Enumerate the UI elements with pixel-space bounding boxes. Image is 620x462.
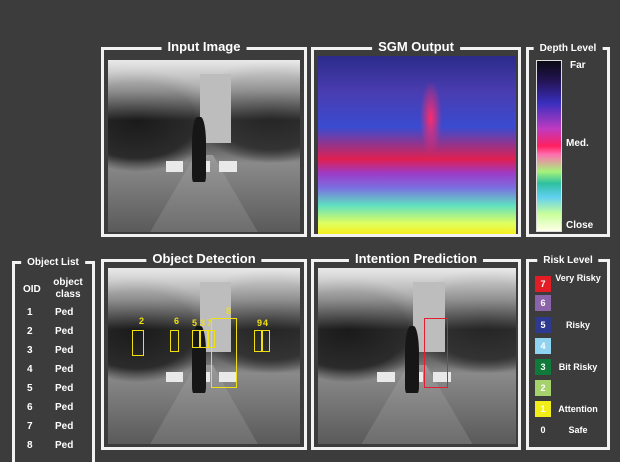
detection-id: 7 <box>207 318 213 328</box>
list-item-oid: 3 <box>27 345 33 356</box>
detection-id: 8 <box>226 306 232 316</box>
depth-far-label: Far <box>570 60 586 71</box>
list-item-oid: 8 <box>27 440 33 451</box>
depth-med-label: Med. <box>566 138 589 149</box>
object-class-header: object class <box>53 277 83 300</box>
risk-level-title: Risk Level <box>537 254 599 268</box>
detection-box <box>170 330 179 352</box>
detection-box <box>254 330 262 352</box>
list-item-oid: 2 <box>27 326 33 337</box>
risk-level-4-swatch: 4 <box>535 338 551 354</box>
list-item-class: Ped <box>55 421 74 432</box>
list-item-oid: 6 <box>27 402 33 413</box>
detection-box <box>200 330 208 348</box>
sgm-output-title: SGM Output <box>372 40 460 54</box>
list-item-class: Ped <box>55 383 74 394</box>
detection-id: 3 <box>200 318 206 328</box>
detection-id: 9 <box>257 318 263 328</box>
object-list-title: Object List <box>21 256 85 270</box>
oid-header: OID <box>23 284 41 295</box>
detection-box <box>211 318 237 388</box>
detection-box <box>132 330 144 356</box>
list-item-class: Ped <box>55 307 74 318</box>
detection-id: 6 <box>174 316 180 326</box>
detection-id: 4 <box>263 318 269 328</box>
object-detection-title: Object Detection <box>146 252 262 266</box>
risk-level-5-swatch: 5 <box>535 317 551 333</box>
list-item-class: Ped <box>55 402 74 413</box>
detection-id: 5 <box>192 318 198 328</box>
list-item-oid: 7 <box>27 421 33 432</box>
risk-level-3-label: Bit Risky <box>558 362 598 372</box>
intention-prediction-title: Intention Prediction <box>348 252 484 266</box>
detection-id: 2 <box>139 316 145 326</box>
risk-level-3-swatch: 3 <box>535 359 551 375</box>
list-item-oid: 4 <box>27 364 33 375</box>
depth-close-label: Close <box>566 220 594 231</box>
risk-level-0-swatch: 0 <box>540 425 546 435</box>
risk-prediction-box <box>424 318 448 388</box>
risk-level-7-label: Very Risky <box>555 273 601 283</box>
risk-level-1-label: Attention <box>558 404 598 414</box>
depth-color-scale <box>536 60 562 232</box>
list-item-oid: 5 <box>27 383 33 394</box>
input-image <box>108 60 300 232</box>
depth-level-title: Depth Level <box>533 42 603 56</box>
intention-prediction-image <box>318 268 516 444</box>
input-image-title: Input Image <box>161 40 247 54</box>
list-item-class: Ped <box>55 364 74 375</box>
risk-level-0-label: Safe <box>568 425 588 435</box>
risk-level-7-swatch: 7 <box>535 276 551 292</box>
list-item-class: Ped <box>55 345 74 356</box>
object-detection-image: 2 6 5 3 7 8 9 4 <box>108 268 300 444</box>
risk-level-2-swatch: 2 <box>535 380 551 396</box>
risk-level-5-label: Risky <box>565 320 591 330</box>
sgm-depth-map <box>318 56 516 234</box>
risk-level-6-swatch: 6 <box>535 295 551 311</box>
list-item-class: Ped <box>55 326 74 337</box>
detection-box <box>192 330 200 348</box>
list-item-class: Ped <box>55 440 74 451</box>
risk-level-1-swatch: 1 <box>535 401 551 417</box>
list-item-oid: 1 <box>27 307 33 318</box>
detection-box <box>262 330 270 352</box>
